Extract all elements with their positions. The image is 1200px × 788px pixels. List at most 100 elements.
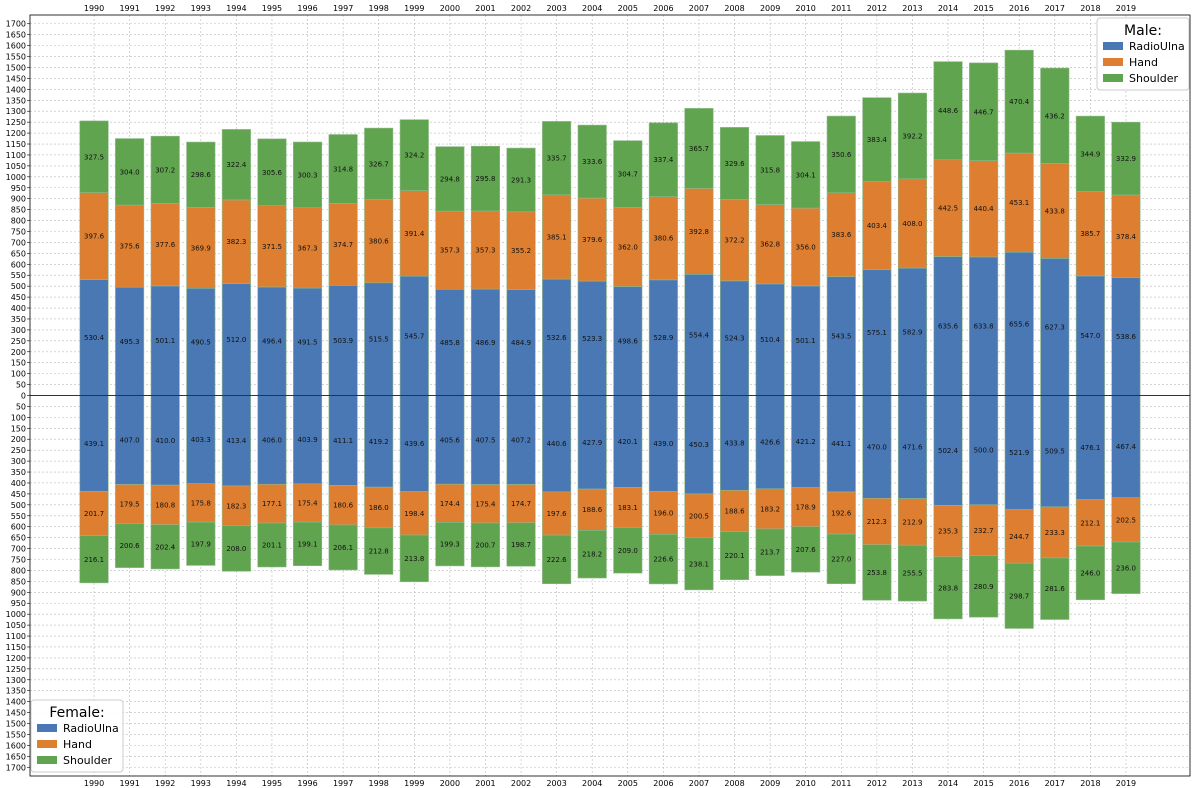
bar-label-female-shoulder-2017: 281.6 [1045,585,1066,593]
bar-label-male-shoulder-2009: 315.8 [760,167,780,175]
x-tick-label-bottom: 2001 [475,779,495,788]
bar-label-male-hand-2005: 362.0 [618,243,638,251]
bar-male-radioulna-2017 [1040,258,1070,396]
bar-female-hand-2010 [791,487,821,528]
bar-label-female-shoulder-2003: 222.6 [547,556,568,564]
y-tick-label: 1350 [6,687,26,696]
y-tick-label: 1650 [6,31,26,40]
y-tick-label: 400 [11,479,26,488]
bar-label-male-shoulder-2017: 436.2 [1045,112,1065,120]
bar-male-radioulna-2014 [933,256,963,396]
x-tick-label-top: 2006 [653,4,673,13]
bar-male-hand-2000 [435,210,465,290]
bar-male-shoulder-2014 [933,61,963,161]
bar-male-shoulder-2013 [897,92,927,180]
legend-female: Female: RadioUlna Hand Shoulder [30,699,124,773]
bar-label-female-hand-2014: 235.3 [938,528,958,536]
bar-female-hand-1992 [150,484,180,525]
bar-label-male-shoulder-2011: 350.6 [831,151,852,159]
x-tick-label-top: 2010 [796,4,816,13]
bar-label-male-shoulder-1994: 322.4 [226,161,247,169]
x-tick-label-bottom: 2018 [1080,779,1100,788]
bar-label-female-shoulder-2009: 213.7 [760,549,780,557]
bar-female-shoulder-2019 [1111,541,1141,594]
bar-male-shoulder-2008 [720,127,750,200]
bar-label-male-hand-1991: 375.6 [120,243,141,251]
x-tick-label-bottom: 2003 [546,779,566,788]
bar-female-shoulder-2013 [897,544,927,602]
y-tick-label: 200 [11,435,26,444]
bar-female-hand-1997 [328,485,358,526]
bar-label-female-radioulna-2008: 433.8 [725,439,745,447]
y-tick-label: 1550 [6,730,26,739]
bar-label-female-radioulna-1999: 439.6 [404,440,425,448]
y-tick-label: 150 [11,359,26,368]
bar-label-male-hand-2007: 392.8 [689,228,709,236]
bar-label-female-shoulder-2012: 253.8 [867,569,887,577]
bar-label-male-radioulna-1992: 501.1 [155,337,175,345]
bar-label-male-shoulder-2005: 304.7 [618,170,638,178]
bar-labels: 530.4 495.3 501.1 490.5 512.0 496.4 491.5 503.9… [84,98,1136,600]
bar-female-radioulna-1993 [186,395,216,484]
x-tick-label-bottom: 2006 [653,779,673,788]
x-tick-label-top: 2017 [1045,4,1065,13]
x-tick-label-top: 2007 [689,4,709,13]
axis-ticks: 1700165016001550150014501400135013001250… [6,4,1136,788]
bar-label-male-radioulna-2001: 486.9 [475,339,495,347]
bar-label-female-hand-2003: 197.6 [547,510,568,518]
x-tick-label-bottom: 1997 [333,779,353,788]
bar-label-female-hand-2015: 232.7 [974,527,994,535]
bar-male-hand-2018 [1075,191,1105,277]
bar-label-female-radioulna-2016: 521.9 [1009,449,1029,457]
x-tick-label-bottom: 2009 [760,779,780,788]
bar-label-female-hand-1995: 177.1 [262,500,282,508]
bar-label-female-radioulna-1992: 410.0 [155,437,175,445]
bar-label-female-shoulder-1990: 216.1 [84,556,104,564]
bar-male-shoulder-2001 [470,145,500,212]
bar-label-male-radioulna-2017: 627.3 [1045,323,1065,331]
bar-male-hand-2002 [506,211,536,290]
bar-label-male-hand-1993: 369.9 [191,244,211,252]
bar-label-male-shoulder-2018: 344.9 [1080,150,1100,158]
bar-female-shoulder-2009 [755,528,785,576]
bar-male-shoulder-1999 [399,119,429,191]
bar-label-male-radioulna-2012: 575.1 [867,329,887,337]
y-tick-label: 1650 [6,752,26,761]
x-tick-label-bottom: 1990 [84,779,104,788]
legend-female-label-shoulder: Shoulder [63,754,112,767]
bar-label-female-radioulna-2012: 470.0 [867,443,887,451]
y-tick-label: 800 [11,566,26,575]
y-tick-label: 750 [11,227,26,236]
bar-label-female-shoulder-1996: 199.1 [298,540,318,548]
bar-label-female-hand-2017: 233.3 [1045,529,1065,537]
bar-male-hand-2013 [897,178,927,269]
bar-label-female-radioulna-2009: 426.6 [760,439,781,447]
bar-male-shoulder-2005 [613,140,643,208]
x-tick-label-top: 2016 [1009,4,1029,13]
x-tick-label-top: 2018 [1080,4,1100,13]
x-tick-label-top: 1999 [404,4,424,13]
bar-female-radioulna-1999 [399,395,429,492]
bar-label-female-shoulder-2011: 227.0 [831,555,851,563]
bar-male-radioulna-2002 [506,289,536,396]
bar-male-radioulna-2012 [862,269,892,396]
bar-label-female-hand-1994: 182.3 [226,502,246,510]
x-tick-label-bottom: 2013 [902,779,922,788]
bar-female-radioulna-1990 [79,395,109,492]
x-tick-label-bottom: 2019 [1116,779,1136,788]
x-tick-label-top: 1993 [191,4,211,13]
bar-female-shoulder-2017 [1040,557,1070,620]
bar-female-hand-2015 [969,504,999,557]
bar-female-shoulder-2007 [684,537,714,591]
bar-label-male-hand-2010: 356.0 [796,243,816,251]
x-tick-label-bottom: 1995 [262,779,282,788]
bar-label-male-hand-2015: 440.4 [974,205,995,213]
bar-label-male-hand-2016: 453.1 [1009,199,1029,207]
x-tick-label-bottom: 2014 [938,779,958,788]
bar-label-female-radioulna-2013: 471.6 [902,444,923,452]
bar-label-male-shoulder-2000: 294.8 [440,175,460,183]
bar-label-male-radioulna-1995: 496.4 [262,338,283,346]
bar-label-female-hand-2001: 175.4 [475,500,496,508]
bar-label-female-radioulna-1994: 413.4 [226,437,247,445]
bar-female-radioulna-2012 [862,395,892,499]
